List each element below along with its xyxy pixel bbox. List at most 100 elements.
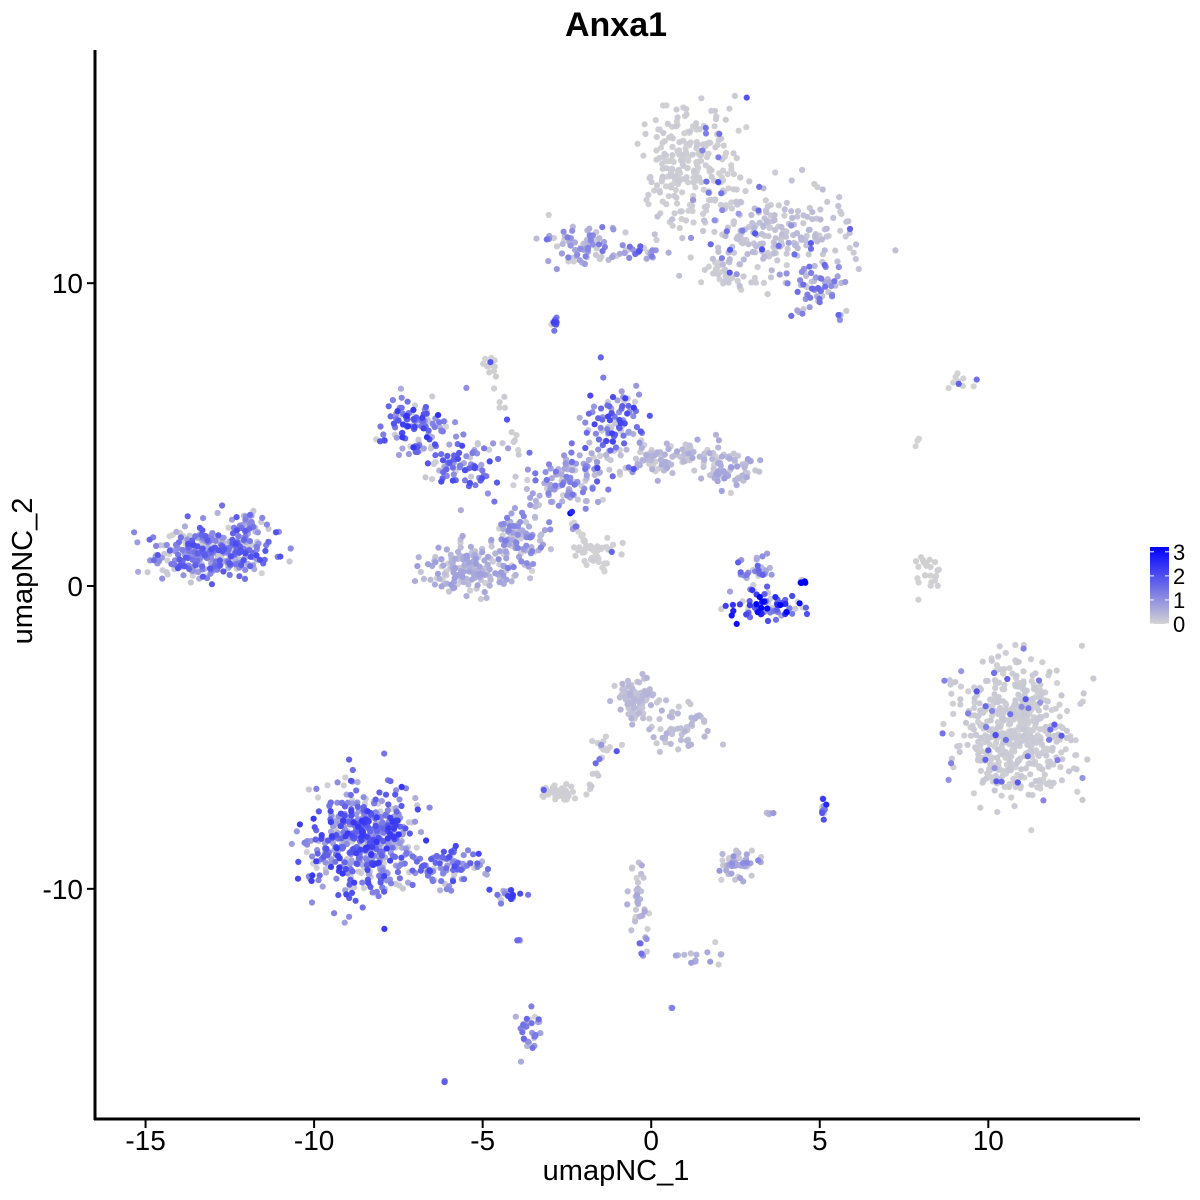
cell-point (546, 519, 553, 526)
cell-point (551, 327, 558, 334)
cell-point (700, 227, 707, 235)
x-tick-label: -15 (125, 1125, 165, 1156)
cell-point (892, 247, 899, 254)
cell-point (365, 879, 372, 887)
cell-point (357, 846, 364, 853)
cell-point (643, 936, 650, 943)
cell-point (949, 700, 957, 707)
cell-point (599, 224, 606, 231)
cell-point (740, 256, 747, 263)
cell-point (1025, 791, 1032, 798)
cell-point (313, 785, 320, 793)
x-tick-label: 10 (973, 1125, 1004, 1156)
cell-point (440, 848, 447, 855)
cell-point (785, 239, 792, 246)
cell-point (973, 746, 980, 753)
cell-point (709, 255, 717, 262)
cell-point (1080, 690, 1087, 697)
cell-point (989, 712, 996, 719)
cell-point (520, 1035, 527, 1042)
cell-point (727, 489, 735, 496)
cell-point (982, 703, 989, 710)
cell-point (767, 274, 775, 281)
cell-point (588, 783, 595, 790)
cell-point (634, 898, 641, 905)
cell-point (1043, 752, 1050, 759)
cell-point (994, 699, 1002, 706)
cell-point (998, 730, 1006, 737)
x-axis-label: umapNC_1 (543, 1155, 690, 1187)
cell-point (166, 533, 173, 540)
cell-point (215, 547, 222, 554)
cell-point (460, 568, 467, 576)
cell-point (630, 466, 637, 473)
cell-point (635, 698, 643, 706)
cell-point (687, 234, 695, 241)
cell-point (718, 174, 725, 181)
cell-point (463, 384, 470, 391)
cell-point (318, 832, 325, 839)
cell-point (437, 887, 444, 894)
cell-point (618, 741, 626, 748)
cell-point (711, 107, 719, 114)
cell-point (982, 756, 989, 763)
cell-point (475, 850, 482, 857)
cell-point (174, 551, 182, 558)
cell-point (1018, 766, 1025, 773)
cell-point (658, 461, 665, 468)
cell-point (582, 444, 589, 452)
cell-point (665, 446, 672, 453)
cell-point (522, 519, 530, 526)
cell-point (583, 472, 590, 479)
cell-point (653, 147, 660, 154)
cell-point (452, 555, 459, 562)
cell-point (1020, 680, 1027, 687)
cell-point (508, 887, 515, 894)
cell-point (508, 578, 515, 585)
cell-point (686, 442, 693, 449)
cell-point (556, 788, 563, 795)
cell-point (718, 487, 725, 495)
cell-point (532, 497, 540, 504)
cell-point (236, 549, 243, 556)
cell-point (445, 588, 453, 595)
cell-point (485, 446, 493, 453)
cell-point (192, 562, 199, 569)
cell-point (743, 124, 750, 131)
cell-point (636, 439, 643, 446)
cell-point (135, 568, 142, 575)
cell-point (226, 571, 233, 579)
cell-point (915, 579, 922, 586)
cell-point (601, 238, 608, 246)
cell-point (466, 568, 473, 575)
cell-point (679, 235, 686, 242)
chart-title: Anxa1 (565, 6, 667, 44)
cell-point (927, 563, 934, 571)
cell-point (568, 440, 575, 447)
cell-point (378, 852, 386, 859)
cell-point (701, 266, 708, 273)
cell-point (719, 741, 727, 748)
cell-point (581, 260, 589, 268)
cell-point (683, 737, 691, 744)
cell-point (712, 431, 720, 438)
cell-point (420, 575, 427, 583)
cell-point (582, 505, 589, 512)
cell-point (946, 677, 953, 684)
cell-point (624, 701, 631, 708)
cell-point (553, 266, 560, 273)
cell-point (976, 700, 983, 707)
cell-point (541, 527, 549, 534)
cell-point (970, 726, 977, 733)
cell-point (463, 453, 470, 460)
cell-point (1072, 752, 1079, 759)
cell-point (702, 162, 709, 169)
cell-point (190, 541, 197, 548)
cell-point (804, 213, 811, 220)
cell-point (723, 867, 730, 874)
cell-point (589, 738, 596, 745)
cell-point (688, 959, 695, 966)
cell-point (393, 808, 400, 815)
cell-point (834, 258, 841, 265)
cell-point (436, 575, 443, 582)
